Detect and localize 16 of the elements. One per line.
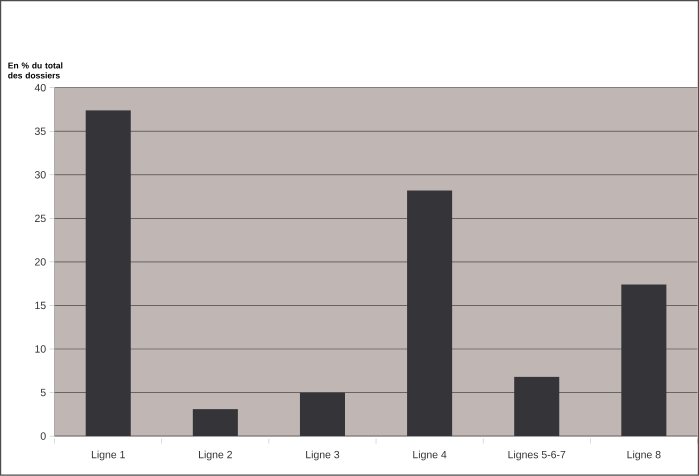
y-axis-title: En % du total des dossiers bbox=[8, 62, 62, 79]
y-tick-label: 10 bbox=[35, 345, 46, 353]
x-tick-label: Ligne 3 bbox=[306, 450, 340, 461]
y-tick-label: 25 bbox=[35, 214, 46, 222]
y-tick-label: 20 bbox=[35, 258, 46, 266]
x-tick-label: Ligne 4 bbox=[413, 450, 446, 461]
y-tick-label: 5 bbox=[40, 389, 46, 396]
x-tick-label: Lignes 5-6-7 bbox=[508, 450, 566, 461]
y-tick-label: 40 bbox=[34, 84, 46, 92]
x-tick-label: Ligne 1 bbox=[92, 450, 125, 461]
y-tick-label: 15 bbox=[35, 302, 46, 310]
x-tick-label: Ligne 8 bbox=[628, 450, 661, 461]
y-tick-label: 0 bbox=[40, 432, 46, 440]
y-tick-label: 35 bbox=[34, 128, 46, 136]
y-tick-label: 30 bbox=[34, 171, 46, 179]
x-tick-label: Ligne 2 bbox=[199, 450, 232, 461]
